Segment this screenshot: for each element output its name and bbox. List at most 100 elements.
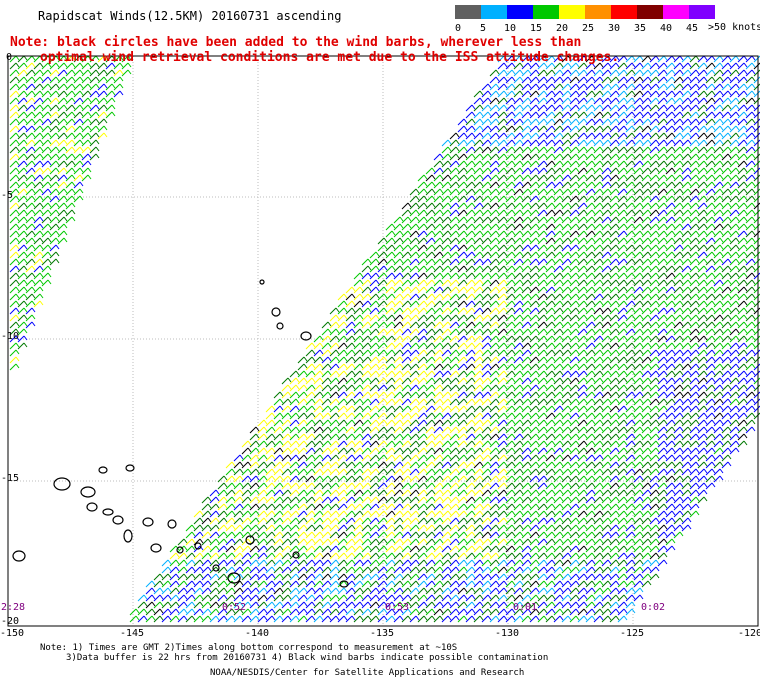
wind-barb bbox=[585, 377, 596, 385]
wind-barb bbox=[481, 496, 492, 504]
wind-barb bbox=[753, 251, 760, 259]
wind-barb bbox=[121, 62, 132, 70]
wind-barb bbox=[481, 181, 492, 189]
wind-barb bbox=[409, 454, 420, 462]
wind-barb bbox=[281, 559, 292, 567]
wind-barb bbox=[625, 195, 636, 203]
wind-barb bbox=[729, 62, 740, 70]
wind-barb bbox=[305, 524, 316, 532]
wind-barb bbox=[721, 188, 732, 196]
wind-barb bbox=[217, 489, 228, 497]
wind-barb bbox=[489, 377, 500, 385]
wind-barb bbox=[721, 349, 732, 357]
wind-barb bbox=[601, 118, 612, 126]
wind-barb bbox=[633, 314, 644, 322]
wind-barb bbox=[393, 524, 404, 532]
wind-barb bbox=[577, 573, 588, 581]
wind-barb bbox=[201, 545, 212, 553]
wind-barb bbox=[41, 258, 52, 266]
wind-barb bbox=[249, 482, 260, 490]
wind-barb bbox=[313, 545, 324, 553]
island-outline bbox=[194, 542, 202, 550]
wind-barb bbox=[449, 167, 460, 175]
wind-barb bbox=[625, 209, 636, 217]
wind-barb bbox=[649, 475, 660, 483]
wind-barb bbox=[433, 314, 444, 322]
wind-barb bbox=[281, 475, 292, 483]
wind-barb bbox=[449, 545, 460, 553]
wind-barb bbox=[433, 503, 444, 511]
wind-barb bbox=[425, 244, 436, 252]
wind-barb bbox=[393, 356, 404, 364]
wind-barb bbox=[697, 139, 708, 147]
scale-swatch-3 bbox=[533, 5, 559, 19]
wind-barb bbox=[553, 426, 564, 434]
wind-barb bbox=[81, 139, 92, 147]
wind-barb bbox=[633, 587, 644, 595]
wind-barb bbox=[505, 104, 516, 112]
wind-barb bbox=[25, 230, 36, 238]
wind-barb bbox=[369, 405, 380, 413]
wind-barb bbox=[473, 601, 484, 609]
wind-barb bbox=[681, 146, 692, 154]
wind-barb bbox=[681, 62, 692, 70]
wind-barb bbox=[665, 468, 676, 476]
wind-barb bbox=[593, 97, 604, 105]
wind-barb bbox=[97, 90, 108, 98]
wind-barb bbox=[577, 118, 588, 126]
wind-barb bbox=[433, 545, 444, 553]
wind-barb bbox=[601, 146, 612, 154]
wind-barb bbox=[281, 398, 292, 406]
wind-barb bbox=[41, 83, 52, 91]
wind-barb bbox=[337, 517, 348, 525]
wind-barb bbox=[449, 503, 460, 511]
wind-barb bbox=[641, 370, 652, 378]
wind-barb bbox=[489, 517, 500, 525]
wind-barb bbox=[401, 419, 412, 427]
wind-barb bbox=[673, 216, 684, 224]
wind-barb bbox=[401, 454, 412, 462]
wind-barb bbox=[433, 321, 444, 329]
wind-barb bbox=[753, 391, 760, 399]
wind-barb bbox=[377, 468, 388, 476]
wind-barb bbox=[49, 83, 60, 91]
wind-barb bbox=[433, 615, 444, 623]
wind-barb bbox=[577, 209, 588, 217]
wind-barb bbox=[657, 426, 668, 434]
wind-barb bbox=[481, 419, 492, 427]
wind-barb bbox=[529, 412, 540, 420]
wind-barb bbox=[585, 524, 596, 532]
wind-barb bbox=[505, 580, 516, 588]
wind-barb bbox=[465, 146, 476, 154]
wind-barb bbox=[665, 258, 676, 266]
wind-barb bbox=[393, 608, 404, 616]
wind-barb bbox=[585, 195, 596, 203]
wind-barb bbox=[505, 223, 516, 231]
wind-barb bbox=[657, 62, 668, 70]
wind-barb bbox=[193, 538, 204, 546]
wind-barb bbox=[529, 55, 540, 63]
wind-barb bbox=[513, 237, 524, 245]
wind-barb bbox=[417, 174, 428, 182]
wind-barb bbox=[729, 307, 740, 315]
wind-barb bbox=[537, 489, 548, 497]
wind-barb bbox=[273, 552, 284, 560]
wind-barb bbox=[545, 160, 556, 168]
wind-barb bbox=[473, 475, 484, 483]
wind-barb bbox=[641, 356, 652, 364]
wind-barb bbox=[537, 573, 548, 581]
wind-barb bbox=[449, 398, 460, 406]
wind-barb bbox=[577, 69, 588, 77]
wind-barb bbox=[561, 482, 572, 490]
wind-barb bbox=[657, 202, 668, 210]
wind-barb bbox=[473, 370, 484, 378]
wind-barb bbox=[545, 69, 556, 77]
wind-barb bbox=[73, 132, 84, 140]
wind-barb bbox=[481, 447, 492, 455]
wind-barb bbox=[265, 587, 276, 595]
wind-barb bbox=[609, 405, 620, 413]
wind-barb bbox=[649, 272, 660, 280]
wind-barb bbox=[345, 300, 356, 308]
wind-barb bbox=[417, 468, 428, 476]
wind-barb bbox=[409, 363, 420, 371]
